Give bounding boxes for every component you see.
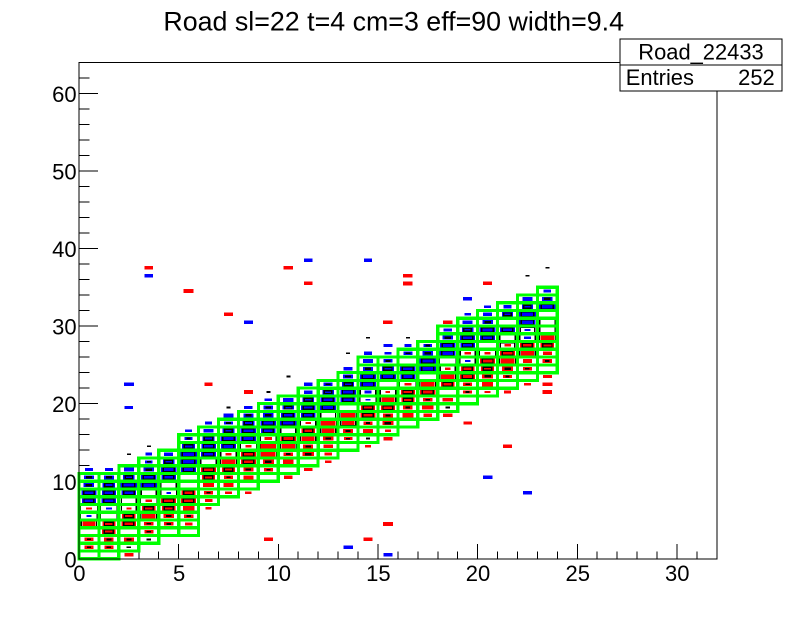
- svg-text:10: 10: [52, 470, 76, 495]
- svg-text:40: 40: [52, 237, 76, 262]
- svg-text:30: 30: [665, 561, 689, 586]
- svg-text:30: 30: [52, 315, 76, 340]
- svg-text:50: 50: [52, 160, 76, 185]
- svg-text:25: 25: [565, 561, 589, 586]
- svg-text:Entries: Entries: [626, 65, 694, 90]
- svg-text:Road sl=22 t=4 cm=3 eff=90 wid: Road sl=22 t=4 cm=3 eff=90 width=9.4: [163, 7, 624, 37]
- svg-text:0: 0: [64, 547, 76, 572]
- svg-text:60: 60: [52, 82, 76, 107]
- svg-text:15: 15: [366, 561, 390, 586]
- svg-text:Road_22433: Road_22433: [638, 40, 763, 65]
- svg-text:10: 10: [266, 561, 290, 586]
- svg-text:20: 20: [466, 561, 490, 586]
- svg-text:20: 20: [52, 392, 76, 417]
- svg-text:252: 252: [738, 65, 775, 90]
- svg-text:5: 5: [173, 561, 185, 586]
- svg-text:0: 0: [73, 561, 85, 586]
